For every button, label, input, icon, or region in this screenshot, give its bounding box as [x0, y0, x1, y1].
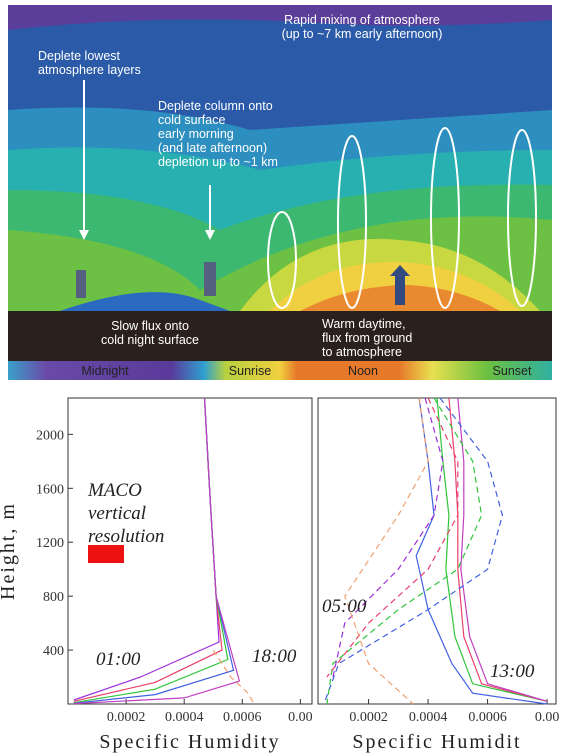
y-tick-label: 1200 — [36, 536, 64, 551]
annotation: 13:00 — [490, 661, 535, 682]
x-tick-label: 0.0006 — [223, 710, 262, 725]
profile-line — [449, 398, 547, 701]
illustration: Rapid mixing of atmosphere (up to ~7 km … — [8, 5, 552, 380]
profile-line — [416, 398, 547, 704]
note: cold night surface — [101, 333, 199, 347]
x-axis-label: Specific Humidit — [352, 731, 521, 753]
note: atmosphere layers — [38, 63, 141, 77]
y-tick-label: 400 — [43, 644, 64, 659]
note: Rapid mixing of atmosphere — [284, 13, 440, 27]
plot-frame — [318, 398, 556, 704]
x-tick-label: 0.0002 — [107, 710, 146, 725]
time-label: Noon — [348, 364, 378, 378]
y-tick-label: 2000 — [36, 428, 64, 443]
time-label: Sunset — [493, 364, 532, 378]
note: depletion up to ~1 km — [158, 155, 278, 169]
x-axis-label: Specific Humidity — [99, 731, 280, 753]
x-tick-label: 0.0004 — [409, 710, 448, 725]
x-tick-label: 0.0006 — [468, 710, 507, 725]
x-tick-label: 0.0002 — [349, 710, 388, 725]
note: Warm daytime, — [322, 317, 406, 331]
note: Slow flux onto — [111, 319, 189, 333]
note: (up to ~7 km early afternoon) — [282, 27, 443, 41]
note: cold surface — [158, 113, 225, 127]
note: to atmosphere — [322, 345, 402, 359]
annotation: resolution — [88, 526, 164, 547]
x-tick-label: 0.00 — [535, 710, 560, 725]
y-tick-label: 1600 — [36, 482, 64, 497]
ground — [8, 311, 552, 361]
y-tick-label: 800 — [43, 590, 64, 605]
profile-line — [324, 398, 503, 704]
time-label: Sunrise — [229, 364, 271, 378]
y-axis-label: Height, m — [0, 502, 19, 600]
resolution-box — [88, 545, 124, 563]
time-label: Midnight — [81, 364, 129, 378]
note: early morning — [158, 127, 234, 141]
annotation: vertical — [88, 503, 146, 524]
figure: Rapid mixing of atmosphere (up to ~7 km … — [0, 0, 562, 754]
annotation: 18:00 — [252, 646, 297, 667]
annotation: 05:00 — [322, 596, 367, 617]
annotation: MACO — [87, 480, 142, 501]
profile-line — [345, 398, 428, 704]
note: Deplete column onto — [158, 99, 273, 113]
flux-arrow — [76, 270, 86, 298]
note: flux from ground — [322, 331, 412, 345]
x-tick-label: 0.0004 — [165, 710, 204, 725]
x-tick-label: 0.00 — [288, 710, 313, 725]
profile-line — [333, 398, 443, 677]
annotation: 01:00 — [96, 649, 141, 670]
flux-arrow — [204, 262, 216, 296]
note: (and late afternoon) — [158, 141, 267, 155]
profile-line — [327, 398, 458, 677]
note: Deplete lowest — [38, 49, 121, 63]
